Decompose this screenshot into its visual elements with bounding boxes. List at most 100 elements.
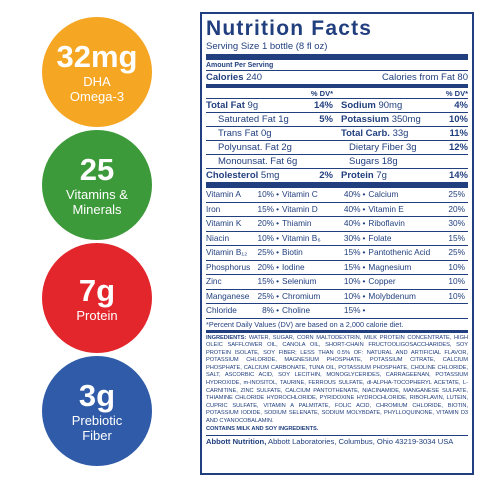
vitamin: Selenium 10% • (282, 275, 368, 289)
vitamin: Vitamin E 20% (368, 203, 468, 217)
nutrient: Protein 7g 14% (337, 169, 468, 183)
vitamin-pct-wrap: 8% • (262, 304, 279, 318)
badge-label: Fiber (82, 428, 112, 443)
nutrient-text: Polyunsat. Fat 2g (218, 141, 292, 154)
nutrient-amount: 9g (247, 100, 259, 111)
vitamin-name: Copper (368, 276, 396, 286)
nutrient: Cholesterol 5mg 2% (206, 169, 337, 183)
vitamin: Chromium 10% • (282, 290, 368, 304)
vitamin-pct-wrap: 15% • (344, 246, 366, 260)
bullet: • (362, 305, 366, 315)
vitamin-name: Iodine (281, 261, 305, 272)
vitamin-pct: 10% (257, 189, 275, 199)
ingredients-text: WATER, SUGAR, CORN MALTODEXTRIN, MILK PR… (206, 334, 469, 425)
vitamin: Riboflavin 30% (368, 217, 468, 231)
vitamin-pct: 30% (343, 232, 361, 243)
nutrient-amount: 3g (406, 142, 417, 153)
vitamin: Vitamin A 10% • (206, 188, 282, 202)
vitamin-pct: 10% (448, 261, 465, 272)
vitamin-pct-wrap: 10% (448, 275, 465, 289)
vitamin-pct-wrap: 15% • (344, 261, 366, 275)
vitamin-row: Iron 15% • Vitamin D 40% • Vitamin E 20% (206, 203, 468, 217)
bullet: • (276, 203, 279, 214)
nutrient: Dietary Fiber 3g 12% (337, 141, 468, 155)
nutrient: Monounsat. Fat 6g (206, 155, 337, 169)
vitamin-pct: 15% (343, 247, 361, 257)
vitamin: Pantothenic Acid 25% (368, 246, 468, 260)
amount-per-serving: Amount Per Serving (206, 61, 468, 71)
maker: Abbott Nutrition, (206, 437, 267, 447)
calories-name: Calories (206, 72, 244, 83)
badge-value: 7g (78, 272, 116, 308)
vitamin: Phosphorus 20% • (206, 261, 282, 275)
nutrient-text: Dietary Fiber 3g (349, 141, 417, 154)
nutrient-text: Potassium 350mg (341, 113, 421, 126)
vitamin-pct-wrap: 10% • (257, 232, 279, 246)
nutrient-amount: 0g (260, 128, 272, 139)
vitamin-name: Biotin (281, 247, 303, 257)
vitamin-pct: 10% (257, 232, 275, 243)
vitamin-pct: 10% (448, 290, 465, 301)
vitamin-row: Vitamin K 20% • Thiamin 40% • Riboflavin 30% (206, 217, 468, 232)
vitamin-row: Vitamin A 10% • Vitamin C 40% • Calcium 25% (206, 188, 468, 203)
vitamin-name: Molybdenum (368, 290, 416, 301)
vitamin-name: Niacin (206, 232, 230, 243)
vitamin: Vitamin D 40% • (282, 203, 368, 217)
vitamin: Zinc 15% • (206, 275, 282, 289)
nutrient-pct: 14% (448, 170, 468, 181)
vitamin-pct-wrap: 25% (448, 246, 465, 260)
calories-amount: 240 (246, 72, 262, 83)
nutrient-row: Saturated Fat 1g 5% Potassium 350mg 10% (206, 113, 468, 127)
vitamin-pct: 15% (343, 261, 361, 272)
dv-head: % DV* (310, 89, 333, 98)
vitamin-name: Vitamin E (368, 203, 404, 214)
contains: CONTAINS MILK AND SOY INGREDIENTS. (206, 425, 319, 432)
vitamin-name: Riboflavin (368, 218, 405, 228)
nutrient-text: Saturated Fat 1g (218, 113, 289, 126)
vitamin-name: Thiamin (281, 218, 312, 228)
bullet: • (276, 261, 279, 272)
vitamin-pct: 25% (448, 247, 465, 257)
nutrient-name: Trans Fat (218, 128, 259, 139)
vitamin-pct: 10% (343, 276, 361, 286)
bullet: • (276, 276, 279, 286)
nutrient-amount: 350mg (391, 114, 421, 125)
nutrient-name: Dietary Fiber (349, 142, 404, 153)
vitamin-pct: 25% (257, 290, 275, 301)
vitamin-name: Magnesium (368, 261, 412, 272)
nutrient-pct: 10% (448, 114, 468, 125)
vitamin-row: Manganese 25% • Chromium 10% • Molybdenum 10% (206, 290, 468, 304)
nutrient-text: Total Fat 9g (206, 99, 258, 112)
vitamin-name: Calcium (368, 189, 399, 199)
vitamin: Manganese 25% • (206, 290, 282, 304)
vitamin: Niacin 10% • (206, 232, 282, 246)
nutrient-text: Monounsat. Fat 6g (218, 155, 297, 168)
bullet: • (362, 232, 366, 243)
calories-row: Calories 240 Calories from Fat 80 (206, 71, 468, 88)
badge-label: Vitamins & (66, 187, 128, 202)
vitamin-name: Choline (281, 305, 311, 315)
vitamin-pct-wrap: 20% • (257, 261, 279, 275)
vitamin: Thiamin 40% • (282, 217, 368, 231)
vitamin-row: Chloride 8% • Choline 15% • (206, 304, 468, 319)
bullet: • (276, 189, 279, 199)
vitamin-pct: 15% (343, 305, 361, 315)
nutrient-text: Total Carb. 33g (341, 127, 408, 140)
badge-label: DHA (83, 74, 111, 89)
vitamin: Vitamin C 40% • (282, 188, 368, 202)
bullet: • (362, 218, 366, 228)
vitamin-pct-wrap: 25% • (257, 290, 279, 304)
vitamin-pct-wrap: 30% (448, 217, 465, 231)
vitamin: Vitamin B₆ 30% • (282, 232, 368, 246)
nutrient-amount: 33g (392, 128, 409, 139)
vitamin-pct: 20% (257, 261, 275, 272)
nutrient-amount: 2g (281, 142, 292, 153)
nutrient-name: Sugars (349, 156, 380, 167)
nutrient-name: Protein (341, 170, 374, 181)
bullet: • (362, 189, 366, 199)
vitamin-pct: 8% (262, 305, 275, 315)
badge-label: Prebiotic (71, 413, 123, 428)
rule (206, 54, 468, 60)
dv-head-cell: % DV* (337, 88, 468, 99)
